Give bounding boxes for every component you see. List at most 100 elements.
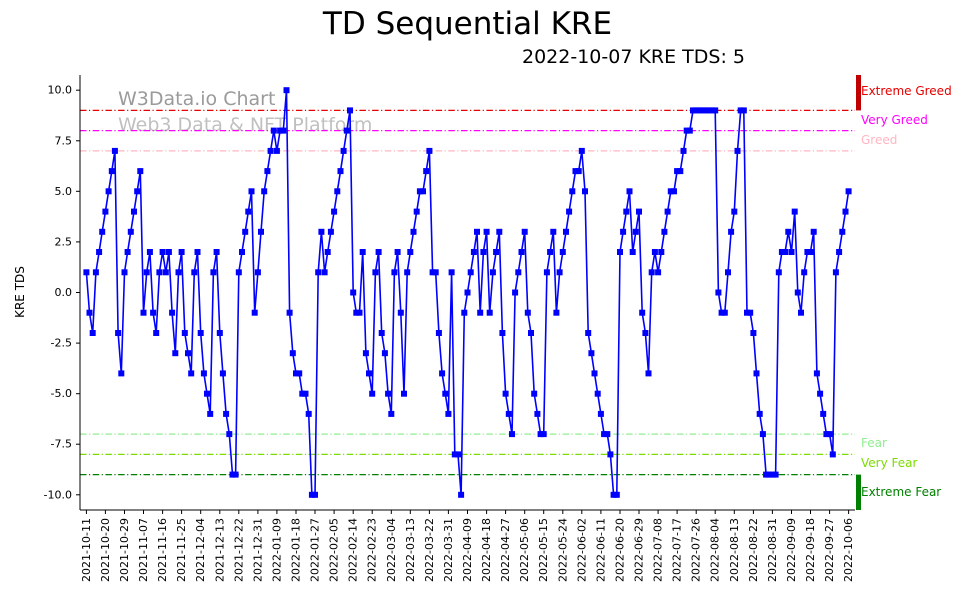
data-point-marker — [397, 309, 404, 316]
data-point-marker — [591, 370, 598, 377]
data-point-marker — [604, 431, 611, 438]
data-point-marker — [810, 228, 817, 235]
x-tick-label: 2021-12-22 — [232, 518, 245, 582]
y-tick-label: 2.5 — [55, 235, 73, 248]
data-point-marker — [343, 127, 350, 134]
data-point-marker — [718, 309, 725, 316]
data-point-marker — [626, 188, 633, 195]
data-point-marker — [613, 491, 620, 498]
data-point-marker — [547, 249, 554, 255]
x-tick-label: 2022-04-09 — [461, 518, 474, 582]
data-point-marker — [639, 309, 646, 316]
data-point-marker — [534, 410, 541, 417]
data-point-marker — [261, 188, 268, 195]
data-point-marker — [731, 208, 738, 215]
data-point-marker — [782, 249, 789, 255]
x-tick-label: 2022-03-13 — [404, 518, 417, 582]
zone-label-very-fear: Very Fear — [861, 456, 918, 470]
data-point-marker — [801, 269, 808, 276]
data-point-marker — [667, 188, 674, 195]
data-point-marker — [210, 269, 217, 276]
data-point-marker — [829, 451, 836, 458]
data-point-marker — [165, 249, 172, 255]
x-tick-label: 2021-11-16 — [156, 518, 169, 582]
data-point-marker — [200, 370, 207, 377]
data-point-marker — [448, 269, 455, 276]
x-tick-label: 2022-08-31 — [766, 518, 779, 582]
data-point-marker — [251, 309, 258, 316]
data-point-marker — [327, 228, 334, 235]
data-point-marker — [254, 269, 261, 276]
data-point-marker — [159, 249, 166, 255]
x-tick-label: 2022-06-29 — [633, 518, 646, 582]
data-point-marker — [299, 390, 306, 397]
x-tick-label: 2021-10-20 — [99, 518, 112, 582]
x-tick-label: 2022-02-23 — [366, 518, 379, 582]
x-tick-label: 2021-11-25 — [175, 518, 188, 582]
data-point-marker — [423, 168, 430, 175]
data-point-marker — [347, 107, 353, 114]
data-point-marker — [693, 107, 700, 114]
data-point-marker — [531, 390, 538, 397]
data-point-marker — [127, 228, 134, 235]
data-point-marker — [111, 147, 118, 154]
data-point-marker — [407, 249, 414, 255]
data-point-marker — [156, 269, 163, 276]
data-point-marker — [483, 228, 490, 235]
data-point-marker — [747, 309, 754, 316]
data-point-marker — [671, 188, 677, 195]
data-point-marker — [226, 431, 233, 438]
zone-label-greed: Greed — [861, 133, 898, 147]
data-point-marker — [515, 269, 522, 276]
data-point-marker — [391, 269, 398, 276]
data-point-marker — [264, 168, 271, 175]
x-tick-label: 2022-07-26 — [690, 518, 703, 582]
x-tick-label: 2022-09-18 — [804, 518, 817, 582]
data-point-marker — [588, 350, 595, 357]
data-point-marker — [769, 471, 776, 478]
data-point-marker — [607, 451, 614, 458]
data-point-marker — [686, 127, 693, 134]
data-point-marker — [191, 269, 198, 276]
data-point-marker — [169, 309, 176, 316]
data-point-marker — [331, 208, 338, 215]
x-tick-label: 2021-10-11 — [80, 518, 93, 582]
data-point-marker — [366, 370, 372, 377]
data-point-marker — [763, 471, 770, 478]
data-point-marker — [197, 330, 204, 336]
data-point-marker — [340, 147, 347, 154]
data-point-marker — [416, 188, 423, 195]
data-point-marker — [181, 330, 188, 336]
data-point-marker — [153, 330, 160, 336]
data-point-marker — [442, 390, 449, 397]
data-point-marker — [83, 269, 90, 276]
data-point-marker — [270, 127, 277, 134]
x-tick-label: 2022-07-08 — [652, 518, 665, 582]
data-point-marker — [728, 228, 735, 235]
chart-subtitle: 2022-10-07 KRE TDS: 5 — [522, 46, 745, 68]
data-point-marker — [648, 269, 655, 276]
data-point-marker — [245, 208, 252, 215]
data-point-marker — [277, 127, 284, 134]
data-point-marker — [305, 410, 312, 417]
data-point-marker — [655, 269, 662, 276]
x-tick-label: 2022-03-04 — [385, 518, 398, 582]
data-point-marker — [759, 431, 766, 438]
data-point-marker — [455, 451, 461, 458]
data-point-marker — [493, 249, 500, 255]
data-point-marker — [715, 289, 722, 296]
data-point-marker — [537, 431, 544, 438]
data-point-marker — [223, 410, 230, 417]
data-point-marker — [823, 431, 830, 438]
data-point-marker — [620, 228, 627, 235]
data-point-marker — [273, 147, 280, 154]
data-point-marker — [645, 370, 652, 377]
data-point-marker — [467, 269, 474, 276]
x-tick-label: 2021-11-07 — [137, 518, 150, 582]
data-point-marker — [283, 87, 290, 94]
data-point-marker — [721, 309, 728, 316]
data-point-marker — [232, 471, 239, 478]
data-point-marker — [826, 431, 833, 438]
data-point-marker — [124, 249, 131, 255]
zone-label-fear: Fear — [861, 436, 887, 450]
